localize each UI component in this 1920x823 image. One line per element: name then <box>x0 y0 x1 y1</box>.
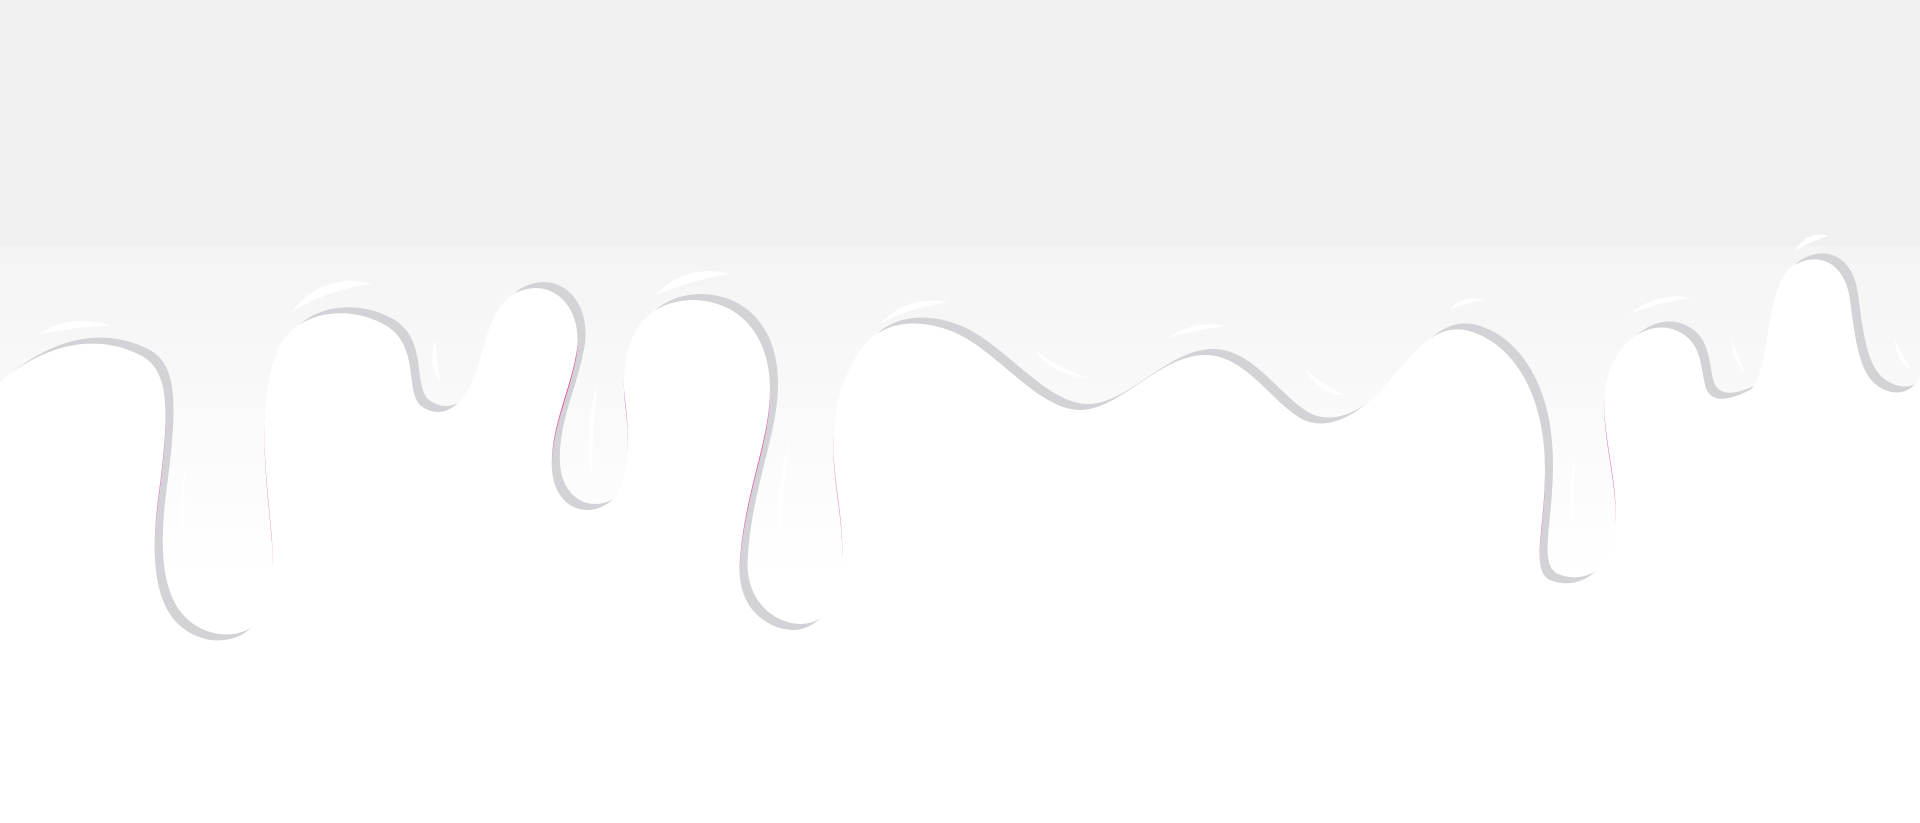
highlights <box>38 234 1912 545</box>
highlight-14 <box>588 380 598 475</box>
highlight-7 <box>1630 296 1690 314</box>
highlight-5 <box>1168 324 1225 338</box>
highlight-2 <box>292 280 372 312</box>
top-background <box>0 0 1920 246</box>
highlight-1 <box>38 320 110 335</box>
highlight-17 <box>179 470 185 545</box>
highlight-4 <box>880 300 948 324</box>
highlight-6 <box>1450 298 1485 310</box>
highlight-3 <box>655 271 730 296</box>
highlight-9 <box>1035 350 1090 378</box>
highlight-10 <box>1305 368 1345 396</box>
highlight-16 <box>1569 455 1575 530</box>
drip-liquid <box>0 259 1920 823</box>
highlight-11 <box>1895 340 1912 370</box>
highlight-13 <box>432 340 440 382</box>
highlight-15 <box>778 440 790 535</box>
highlight-8 <box>1795 234 1828 252</box>
highlight-12 <box>1732 340 1745 372</box>
